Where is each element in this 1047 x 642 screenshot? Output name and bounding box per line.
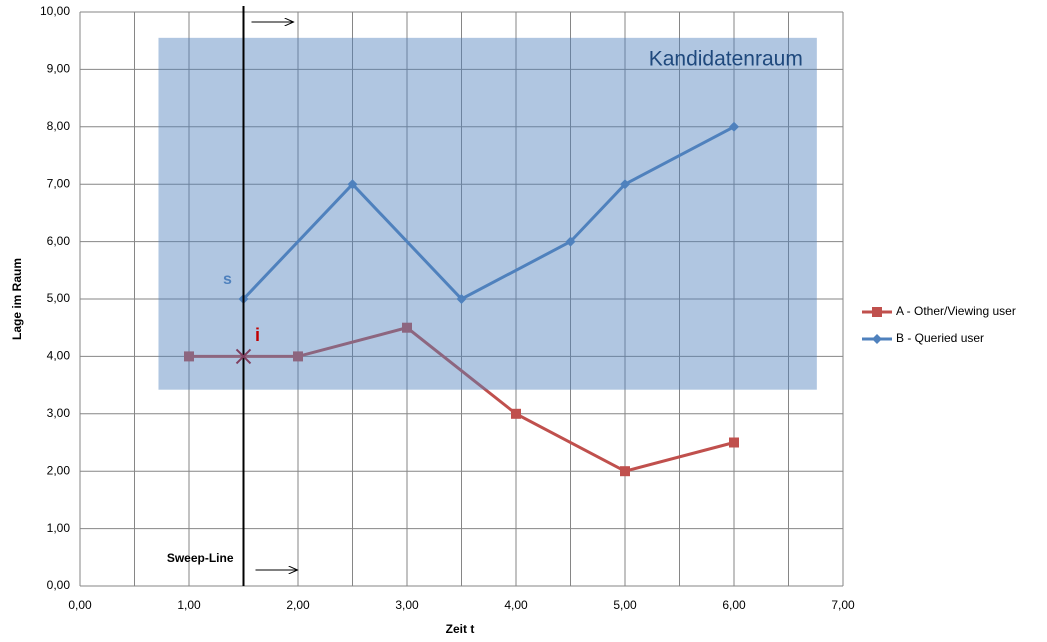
point bbox=[402, 322, 412, 333]
legend-label: B - Queried user bbox=[896, 331, 984, 345]
point bbox=[729, 437, 739, 448]
y-tick-label: 9,00 bbox=[47, 62, 71, 76]
y-tick-label: 10,00 bbox=[40, 4, 70, 18]
sweep-line-label: Sweep-Line bbox=[167, 551, 234, 565]
legend-label: A - Other/Viewing user bbox=[896, 304, 1016, 318]
x-axis-title: Zeit t bbox=[446, 622, 475, 636]
legend-marker bbox=[872, 334, 882, 344]
y-tick-label: 7,00 bbox=[47, 176, 71, 190]
x-tick-label: 6,00 bbox=[722, 598, 746, 612]
x-tick-label: 4,00 bbox=[504, 598, 528, 612]
legend-marker bbox=[872, 307, 882, 317]
point bbox=[511, 408, 521, 419]
point bbox=[565, 236, 576, 247]
point bbox=[620, 179, 630, 190]
series-line bbox=[242, 125, 735, 301]
x-tick-label: 1,00 bbox=[177, 598, 201, 612]
y-tick-label: 2,00 bbox=[47, 463, 71, 477]
point bbox=[293, 351, 303, 362]
intersection-label: i bbox=[255, 325, 260, 345]
series-line bbox=[189, 326, 735, 473]
y-tick-label: 1,00 bbox=[47, 521, 71, 535]
y-tick-label: 3,00 bbox=[47, 406, 71, 420]
point bbox=[456, 294, 467, 304]
x-tick-label: 0,00 bbox=[68, 598, 92, 612]
y-tick-label: 8,00 bbox=[47, 119, 71, 133]
point bbox=[620, 466, 630, 477]
y-tick-label: 5,00 bbox=[47, 291, 71, 305]
point bbox=[347, 179, 358, 190]
y-axis-title: Lage im Raum bbox=[10, 258, 24, 340]
y-tick-label: 0,00 bbox=[47, 578, 71, 592]
candidate-region bbox=[158, 37, 817, 390]
y-tick-label: 6,00 bbox=[47, 234, 71, 248]
y-tick-label: 4,00 bbox=[47, 349, 71, 363]
x-tick-label: 3,00 bbox=[395, 598, 419, 612]
x-tick-label: 2,00 bbox=[286, 598, 310, 612]
point bbox=[729, 121, 739, 132]
x-tick-label: 5,00 bbox=[613, 598, 637, 612]
start-label: s bbox=[223, 271, 232, 288]
region-label: Kandidatenraum bbox=[649, 47, 803, 70]
point bbox=[184, 351, 194, 362]
x-tick-label: 7,00 bbox=[831, 598, 855, 612]
intersection-marker bbox=[235, 348, 252, 365]
